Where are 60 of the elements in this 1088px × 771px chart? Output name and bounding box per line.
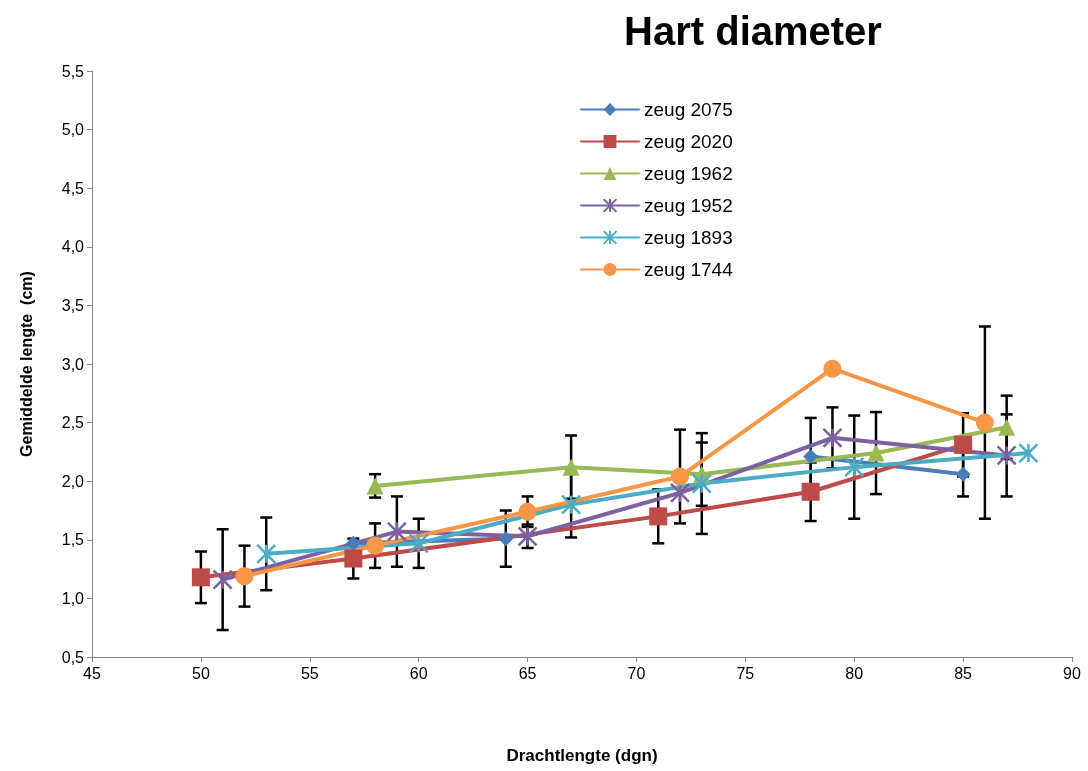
point bbox=[366, 477, 384, 495]
y-tick-label: 3,0 bbox=[61, 355, 85, 373]
y-tick-label: 2,0 bbox=[61, 472, 85, 490]
point bbox=[408, 533, 429, 554]
x-tick-label: 50 bbox=[191, 664, 210, 682]
y-tick-label: 4,5 bbox=[61, 179, 85, 197]
x-tick-label: 60 bbox=[409, 664, 428, 682]
legend-label: zeug 1952 bbox=[644, 195, 733, 216]
point bbox=[366, 536, 385, 555]
y-tick-label: 4,0 bbox=[61, 238, 85, 256]
y-axis-title: Gemiddelde lengte (cm) bbox=[17, 271, 35, 457]
y-tick-label: 1,5 bbox=[61, 531, 85, 549]
x-tick-label: 90 bbox=[1063, 664, 1081, 682]
point bbox=[560, 494, 582, 515]
y-tick-label: 0,5 bbox=[61, 648, 85, 666]
point bbox=[954, 435, 973, 454]
point bbox=[562, 458, 580, 476]
x-tick-label: 55 bbox=[300, 664, 319, 682]
point bbox=[191, 568, 210, 587]
point bbox=[518, 502, 537, 521]
point bbox=[671, 467, 689, 486]
x-tick-label: 75 bbox=[736, 664, 755, 682]
x-axis-title: Drachtlengte (dgn) bbox=[506, 746, 658, 765]
x-tick-label: 80 bbox=[845, 664, 864, 682]
point bbox=[235, 567, 254, 586]
point bbox=[998, 418, 1016, 436]
x-tick-label: 85 bbox=[954, 664, 973, 682]
legend-label: zeug 1893 bbox=[644, 227, 733, 248]
point bbox=[822, 427, 843, 449]
point bbox=[996, 445, 1017, 466]
y-tick-label: 3,5 bbox=[61, 296, 85, 314]
y-tick-label: 2,5 bbox=[61, 414, 85, 432]
point bbox=[669, 482, 691, 504]
point bbox=[955, 466, 971, 482]
point bbox=[691, 473, 713, 494]
point bbox=[649, 507, 668, 526]
x-tick-label: 70 bbox=[627, 664, 646, 682]
legend-label: zeug 2020 bbox=[644, 131, 733, 152]
point bbox=[867, 444, 885, 462]
y-tick-label: 5,5 bbox=[61, 62, 85, 80]
point bbox=[1018, 442, 1039, 464]
point bbox=[498, 531, 514, 547]
point bbox=[345, 535, 361, 551]
legend-label: zeug 1962 bbox=[644, 163, 733, 184]
y-tick-label: 5,0 bbox=[61, 121, 85, 139]
point bbox=[843, 456, 865, 478]
point bbox=[823, 359, 842, 378]
point bbox=[801, 482, 820, 501]
legend-label: zeug 1744 bbox=[644, 259, 734, 280]
chart-title: Hart diameter bbox=[624, 9, 882, 53]
y-tick-label: 1,0 bbox=[61, 589, 85, 607]
legend-label: zeug 2075 bbox=[644, 99, 733, 120]
point bbox=[975, 413, 994, 432]
point bbox=[212, 569, 233, 590]
point bbox=[386, 521, 408, 542]
point bbox=[344, 549, 363, 568]
point bbox=[803, 449, 819, 465]
point bbox=[255, 543, 277, 565]
x-tick-label: 65 bbox=[518, 664, 537, 682]
x-tick-label: 45 bbox=[83, 664, 101, 682]
